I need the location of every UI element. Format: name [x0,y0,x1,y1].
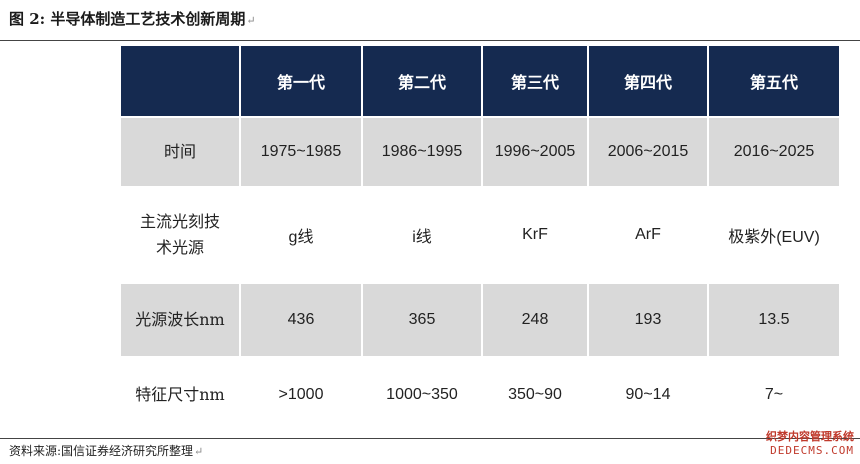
top-rule [0,40,860,41]
table-cell: 2006~2015 [589,118,709,188]
row-label-line: 术光源 [155,238,204,257]
bottom-rule [0,438,860,439]
table-cell: g线 [241,188,363,284]
table-cell: 1975~1985 [241,118,363,188]
watermark: 织梦内容管理系统 DEDECMS.COM [766,430,854,458]
table-cell: 1996~2005 [483,118,589,188]
table-cell: 13.5 [709,284,839,358]
table-cell: 436 [241,284,363,358]
return-mark-icon: ↵ [194,445,204,458]
header-row: 第一代 第二代 第三代 第四代 第五代 [121,46,839,118]
table-row: 特征尺寸nm >1000 1000~350 350~90 90~14 7~ [121,358,839,434]
source-note: 资料来源:国信证券经济研究所整理↵ [9,444,204,458]
table-cell: 365 [363,284,483,358]
figure-title: 图 2: 半导体制造工艺技术创新周期↵ [9,10,256,28]
row-label: 光源波长nm [121,284,241,358]
table-cell: 90~14 [589,358,709,434]
table-cell: 193 [589,284,709,358]
header-corner [121,46,241,118]
table-row: 主流光刻技 术光源 g线 i线 KrF ArF 极紫外(EUV) [121,188,839,284]
table-cell: KrF [483,188,589,284]
table-cell: i线 [363,188,483,284]
row-label-line: 主流光刻技 [139,212,220,231]
return-mark-icon: ↵ [246,14,256,27]
table-cell: 1986~1995 [363,118,483,188]
header-cell: 第一代 [241,46,363,118]
generation-table: 第一代 第二代 第三代 第四代 第五代 时间 1975~1985 1986~19… [121,46,839,434]
table-cell: 248 [483,284,589,358]
table-cell: 极紫外(EUV) [709,188,839,284]
table-cell: 1000~350 [363,358,483,434]
table-row: 光源波长nm 436 365 248 193 13.5 [121,284,839,358]
header-cell: 第五代 [709,46,839,118]
table-cell: 7~ [709,358,839,434]
table-row: 时间 1975~1985 1986~1995 1996~2005 2006~20… [121,118,839,188]
row-label: 主流光刻技 术光源 [121,188,241,284]
row-label: 特征尺寸nm [121,358,241,434]
row-label: 时间 [121,118,241,188]
header-cell: 第二代 [363,46,483,118]
table-cell: 350~90 [483,358,589,434]
watermark-line: DEDECMS.COM [770,444,854,457]
table-cell: ArF [589,188,709,284]
table-cell: >1000 [241,358,363,434]
table-cell: 2016~2025 [709,118,839,188]
header-cell: 第三代 [483,46,589,118]
header-cell: 第四代 [589,46,709,118]
watermark-line: 织梦内容管理系统 [766,430,854,443]
